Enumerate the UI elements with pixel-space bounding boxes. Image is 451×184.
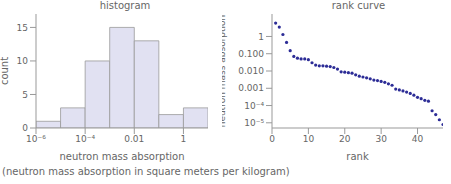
svg-text:0: 0 <box>269 134 275 144</box>
svg-text:0.100: 0.100 <box>238 49 264 59</box>
svg-text:5: 5 <box>22 90 28 100</box>
svg-text:0.01: 0.01 <box>124 134 144 144</box>
svg-text:0: 0 <box>22 123 28 133</box>
svg-text:1: 1 <box>181 134 187 144</box>
html-text:rank curve: rank curve <box>331 0 386 11</box>
html-text:(neutron mass absorption in sq: (neutron mass absorption in square meter… <box>2 166 290 177</box>
svg-text:10⁻⁴: 10⁻⁴ <box>244 101 264 111</box>
svg-text:10: 10 <box>17 56 29 66</box>
svg-text:10: 10 <box>303 134 315 144</box>
svg-text:count: count <box>8 57 10 85</box>
svg-text:rank: rank <box>346 151 369 162</box>
svg-text:10⁻⁴: 10⁻⁴ <box>75 134 95 144</box>
svg-text:neutron mass absorption: neutron mass absorption <box>59 151 184 162</box>
svg-text:10⁻⁶: 10⁻⁶ <box>26 134 46 144</box>
svg-text:1: 1 <box>258 32 264 42</box>
svg-text:neutron mass absorption: neutron mass absorption <box>222 15 227 128</box>
html-text:histogram: histogram <box>99 0 151 11</box>
svg-text:30: 30 <box>375 134 387 144</box>
svg-text:20: 20 <box>339 134 351 144</box>
svg-text:10⁻⁵: 10⁻⁵ <box>244 118 264 128</box>
svg-text:0.001: 0.001 <box>238 83 264 93</box>
svg-text:0.010: 0.010 <box>238 66 264 76</box>
svg-text:15: 15 <box>17 23 28 33</box>
svg-text:40: 40 <box>412 134 424 144</box>
